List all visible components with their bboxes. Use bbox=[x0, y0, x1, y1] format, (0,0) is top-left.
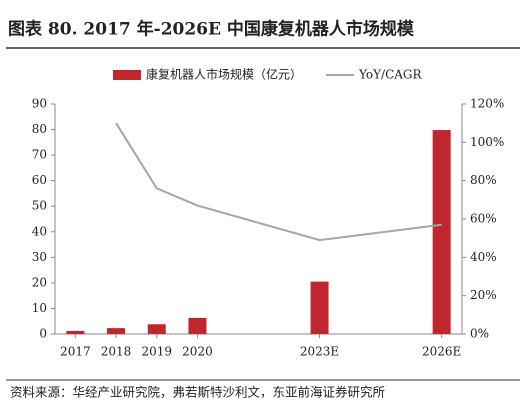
line bbox=[115, 122, 442, 242]
y-tick-label: 40 bbox=[32, 224, 47, 238]
y2-tick-label: 80% bbox=[470, 173, 497, 187]
x-tick-label: 2018 bbox=[101, 345, 132, 359]
bar bbox=[310, 281, 329, 334]
x-tick-label: 2020 bbox=[182, 345, 213, 359]
x-tick-label: 2026E bbox=[422, 345, 461, 359]
y-tick-label: 10 bbox=[32, 301, 47, 315]
y-tick-label: 0 bbox=[39, 327, 47, 341]
bar bbox=[66, 330, 85, 334]
source: 资料来源：华经产业研究院，弗若斯特沙利文，东亚前海证券研究所 bbox=[10, 385, 385, 400]
bar bbox=[147, 324, 166, 334]
y-tick-label: 20 bbox=[32, 275, 47, 289]
x-tick-label: 2019 bbox=[141, 345, 172, 359]
legend-swatch bbox=[113, 70, 141, 80]
y2-tick-label: 0% bbox=[470, 327, 489, 341]
y-tick-label: 60 bbox=[32, 173, 47, 187]
y-tick-label: 80 bbox=[32, 122, 47, 136]
legend-label: YoY/CAGR bbox=[358, 68, 423, 82]
y-tick-label: 90 bbox=[32, 97, 47, 111]
x-tick-label: 2017 bbox=[60, 345, 91, 359]
y2-tick-label: 100% bbox=[470, 135, 504, 149]
chart-title: 图表 80. 2017 年-2026E 中国康复机器人市场规模 bbox=[8, 19, 415, 40]
y2-tick-label: 20% bbox=[470, 288, 497, 302]
legend-label: 康复机器人市场规模（亿元） bbox=[146, 67, 302, 82]
y-tick-label: 50 bbox=[32, 199, 47, 213]
bar bbox=[107, 328, 126, 334]
x-tick-label: 2023E bbox=[300, 345, 339, 359]
y2-tick-label: 60% bbox=[470, 212, 497, 226]
y-tick-label: 30 bbox=[32, 250, 47, 264]
y2-tick-label: 120% bbox=[470, 97, 504, 111]
y2-tick-label: 40% bbox=[470, 250, 497, 264]
y-tick-label: 70 bbox=[32, 148, 47, 162]
bar bbox=[432, 130, 451, 334]
bar bbox=[188, 317, 207, 334]
